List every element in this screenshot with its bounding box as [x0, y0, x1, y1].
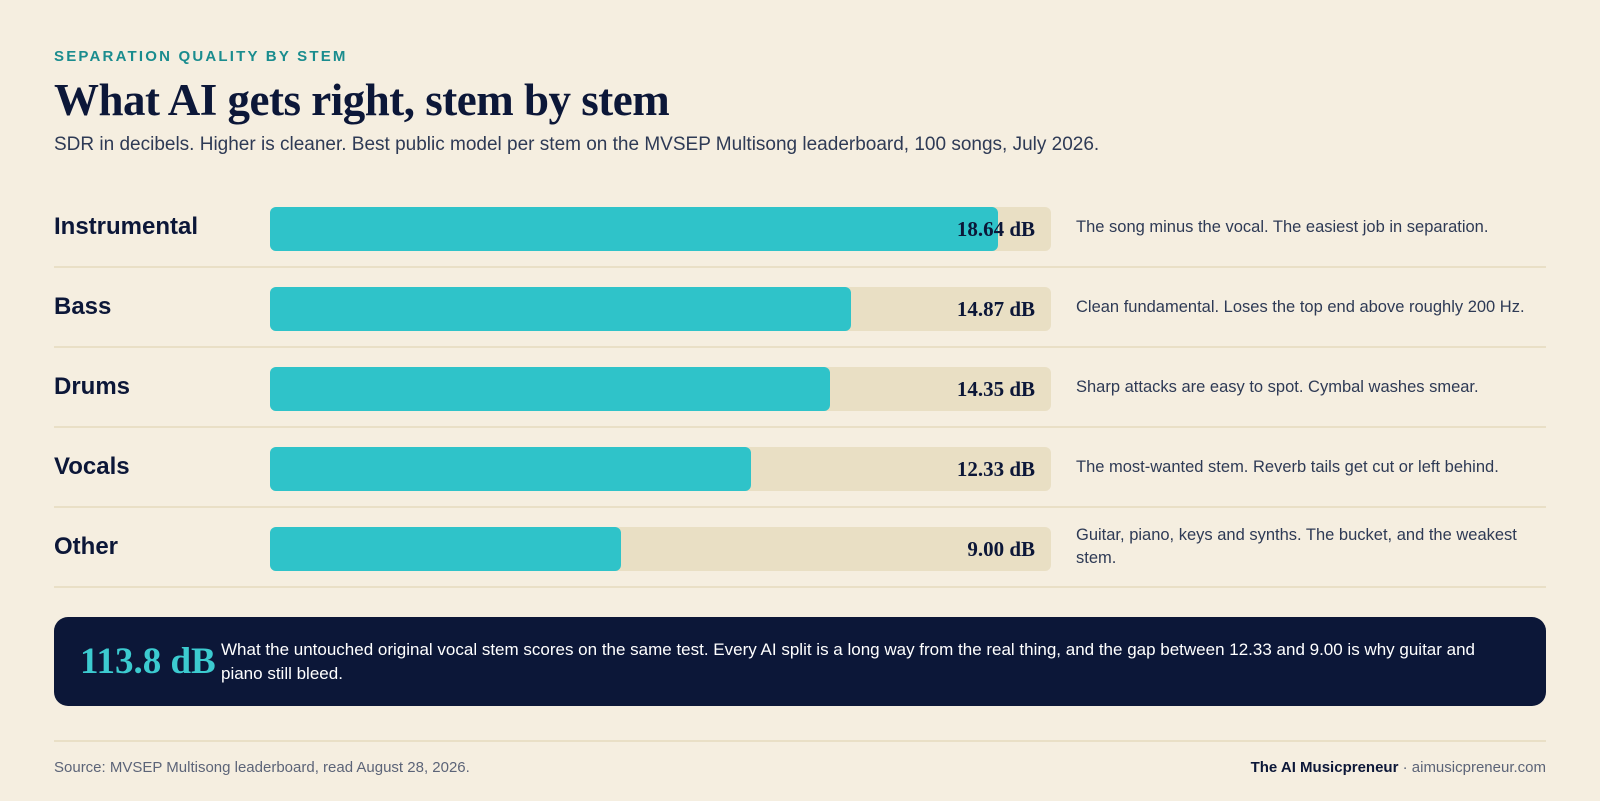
stem-note: The most-wanted stem. Reverb tails get c… — [1076, 457, 1499, 476]
bar-drums — [270, 367, 830, 411]
stem-note: The song minus the vocal. The easiest jo… — [1076, 217, 1489, 236]
category-label: Instrumental — [54, 213, 199, 240]
source-note: Source: MVSEP Multisong leaderboard, rea… — [54, 759, 470, 776]
value-label: 18.64 dB — [956, 216, 1035, 241]
bar-track: 9.00 dB — [270, 527, 1051, 571]
bar-instrumental — [270, 207, 998, 251]
callout-value: 113.8 dB — [80, 641, 216, 682]
value-label: 12.33 dB — [956, 456, 1035, 481]
bar-row-other: Other 9.00 dB Guitar, piano, keys and synt… — [54, 508, 1546, 588]
eyebrow-label: SEPARATION QUALITY BY STEM — [54, 48, 348, 65]
bar-other — [270, 527, 621, 571]
brand-name: The AI Musicpreneur — [1250, 759, 1399, 776]
category-label: Other — [54, 533, 119, 560]
bar-track: 18.64 dB — [270, 207, 1051, 251]
infographic: SEPARATION QUALITY BY STEM What AI gets … — [54, 0, 1546, 801]
bar-track: 14.87 dB — [270, 287, 1051, 331]
footer-divider — [54, 740, 1546, 742]
bar-track: 14.35 dB — [270, 367, 1051, 411]
category-label: Drums — [54, 373, 131, 400]
category-label: Bass — [54, 293, 112, 320]
bar-chart: Instrumental 18.64 dB The song minus the v… — [54, 188, 1546, 588]
value-label: 14.35 dB — [956, 376, 1035, 401]
brand-url: aimusicpreneur.com — [1411, 759, 1546, 776]
bar-vocals — [270, 447, 751, 491]
value-label: 9.00 dB — [967, 536, 1035, 561]
bar-row-instrumental: Instrumental 18.64 dB The song minus the v… — [54, 188, 1546, 268]
stem-note: Clean fundamental. Loses the top end abo… — [1076, 297, 1525, 316]
callout-text: What the untouched original vocal stem s… — [221, 639, 1475, 683]
stem-note: Guitar, piano, keys and synths. The buck… — [1076, 526, 1517, 567]
page-title: What AI gets right, stem by stem — [54, 75, 670, 125]
stem-note: Sharp attacks are easy to spot. Cymbal w… — [1076, 377, 1479, 396]
bar-row-vocals: Vocals 12.33 dB The most-wanted stem. Reve… — [54, 428, 1546, 508]
callout-box: 113.8 dB What the untouched original voc… — [54, 617, 1546, 706]
value-label: 14.87 dB — [956, 296, 1035, 321]
page-subtitle: SDR in decibels. Higher is cleaner. Best… — [54, 134, 1100, 155]
brand-separator: · — [1398, 759, 1412, 776]
bar-bass — [270, 287, 851, 331]
bar-row-bass: Bass 14.87 dB Clean fundamental. Loses the… — [54, 268, 1546, 348]
category-label: Vocals — [54, 453, 130, 480]
bar-track: 12.33 dB — [270, 447, 1051, 491]
bar-row-drums: Drums 14.35 dB Sharp attacks are easy to s… — [54, 348, 1546, 428]
brand-credit: The AI Musicpreneur · aimusicpreneur.com — [1251, 759, 1546, 776]
